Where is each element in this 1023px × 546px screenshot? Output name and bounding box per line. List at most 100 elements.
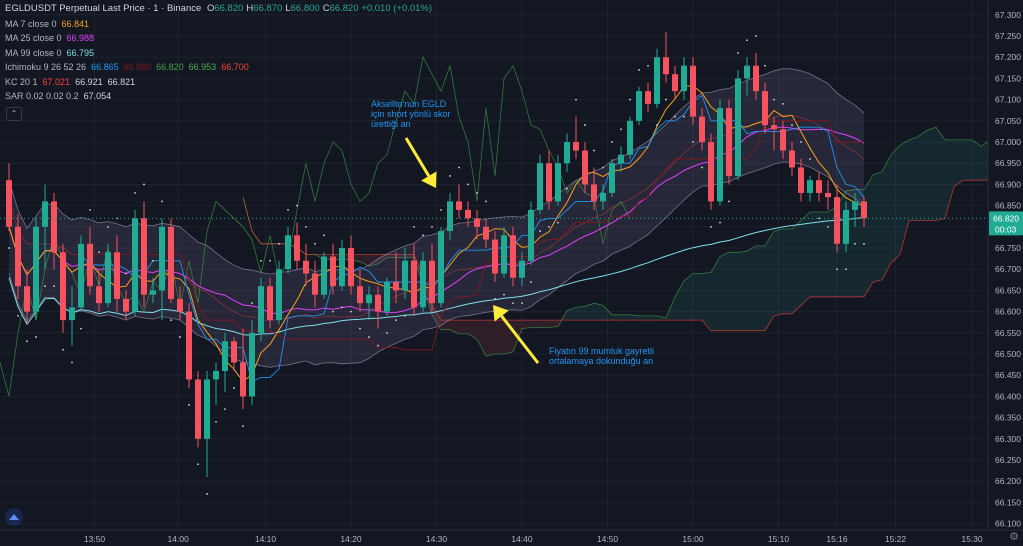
sar-dot xyxy=(314,242,316,245)
sar-dot xyxy=(584,124,586,126)
indicator-value: 66.953 xyxy=(188,62,217,72)
candle xyxy=(735,69,741,181)
candle-body xyxy=(294,235,300,261)
sar-dot xyxy=(809,158,811,160)
sar-dot xyxy=(251,302,253,305)
price-tick-label: 66.950 xyxy=(995,158,1021,168)
symbol-row: EGLDUSDT Perpetual Last Price · 1 · Bina… xyxy=(5,2,432,17)
candle-body xyxy=(186,311,192,380)
candle xyxy=(69,286,75,346)
cloud-segment xyxy=(693,273,702,321)
candle-body xyxy=(447,201,453,232)
gear-icon[interactable]: ⚙ xyxy=(1009,531,1019,543)
arrow-shaft xyxy=(500,315,540,364)
ohlc-values: O66.820 H66.870 L66.800 C66.820 xyxy=(204,3,359,14)
price-tick-label: 66.350 xyxy=(995,413,1021,423)
cloud-segment xyxy=(522,320,531,329)
candle-body xyxy=(267,286,273,321)
sar-dot xyxy=(755,35,757,37)
cloud-segment xyxy=(576,306,585,321)
price-tick-label: 67.150 xyxy=(995,73,1021,83)
candle-body xyxy=(609,163,615,193)
cloud-logo-icon[interactable] xyxy=(5,508,23,526)
candle-body xyxy=(501,235,507,274)
candle xyxy=(393,252,399,304)
legend-collapse-button[interactable]: ⌃ xyxy=(6,107,22,121)
candle xyxy=(402,248,408,299)
sar-dot xyxy=(332,310,334,313)
separator: · xyxy=(161,3,165,14)
cloud-segment xyxy=(405,254,414,258)
indicator-row[interactable]: Ichimoku 9 26 52 26 66.865 66.980 66.820 66.… xyxy=(5,60,432,75)
annotation-line: Aksellto'nun EGLD xyxy=(371,99,447,109)
sar-dot xyxy=(692,141,694,143)
candle-body xyxy=(519,260,525,278)
indicator-value: 66.820 xyxy=(156,62,184,72)
cloud-segment xyxy=(360,254,369,267)
sar-dot xyxy=(791,124,793,126)
candle xyxy=(321,252,327,299)
cloud-segment xyxy=(495,320,504,355)
candle xyxy=(600,184,606,210)
sar-dot xyxy=(98,251,100,254)
time-tick-label: 15:10 xyxy=(768,534,790,544)
candle-body xyxy=(132,218,138,312)
candle-body xyxy=(321,256,327,295)
sar-dot xyxy=(152,259,154,262)
senkou-span-a-line xyxy=(242,125,1023,357)
candle xyxy=(60,243,66,333)
candle xyxy=(240,328,246,410)
cloud-segment xyxy=(810,212,819,297)
candle-body xyxy=(420,260,426,308)
annotation-short-signal[interactable]: Aksellto'nun EGLD için short yönlü skor … xyxy=(371,99,451,129)
ohlc-label: C xyxy=(322,3,330,14)
price-tick-label: 66.600 xyxy=(995,307,1021,317)
countdown-label: 00:03 xyxy=(995,224,1017,234)
candle xyxy=(861,197,867,227)
candle-body xyxy=(51,201,57,253)
indicator-row[interactable]: MA 99 close 0 66.795 xyxy=(5,46,432,61)
sar-dot xyxy=(80,327,82,330)
interval[interactable]: 1 xyxy=(153,3,159,14)
candle xyxy=(267,277,273,329)
price-tick-label: 67.100 xyxy=(995,95,1021,105)
indicator-row[interactable]: MA 25 close 0 66.988 xyxy=(5,31,432,46)
candle xyxy=(42,184,48,270)
candle xyxy=(825,180,831,210)
candle xyxy=(582,142,588,193)
candle-body xyxy=(159,226,165,291)
candle xyxy=(789,142,795,176)
candle-body xyxy=(438,231,444,304)
candle-body xyxy=(105,252,111,304)
cloud-segment xyxy=(468,320,477,340)
candle xyxy=(456,184,462,219)
sar-dot xyxy=(764,64,766,67)
chikou-span-line xyxy=(0,56,631,397)
candle-body xyxy=(726,108,732,176)
candle-body xyxy=(771,125,777,130)
keltner-upper-line xyxy=(8,68,865,275)
indicator-row[interactable]: MA 7 close 0 66.841 xyxy=(5,17,432,32)
cloud-segment xyxy=(396,254,405,258)
sar-dot xyxy=(395,319,397,322)
candle xyxy=(15,214,21,299)
exchange: Binance xyxy=(166,3,202,14)
price-tick-label: 67.000 xyxy=(995,137,1021,147)
indicator-row[interactable]: KC 20 1 67.021 66.921 66.821 xyxy=(5,75,432,90)
symbol-name[interactable]: EGLDUSDT Perpetual Last Price xyxy=(5,3,145,14)
time-tick-label: 13:50 xyxy=(84,534,106,544)
cloud-segment xyxy=(954,139,963,187)
cloud-segment xyxy=(630,314,639,321)
sar-dot xyxy=(368,336,370,338)
ohlc-label: H xyxy=(246,3,254,14)
price-tick-label: 66.250 xyxy=(995,455,1021,465)
candle-body xyxy=(42,201,48,227)
indicator-label: MA 7 close 0 xyxy=(5,18,57,29)
candle xyxy=(141,201,147,308)
candle xyxy=(429,243,435,312)
annotation-ma99-touch[interactable]: Fiyatın 99 mumluk gayretli ortalamaya do… xyxy=(549,346,654,366)
time-tick-label: 14:20 xyxy=(340,534,362,544)
candle xyxy=(609,159,615,198)
indicator-row[interactable]: SAR 0.02 0.02 0.2 67.054 xyxy=(5,89,432,104)
